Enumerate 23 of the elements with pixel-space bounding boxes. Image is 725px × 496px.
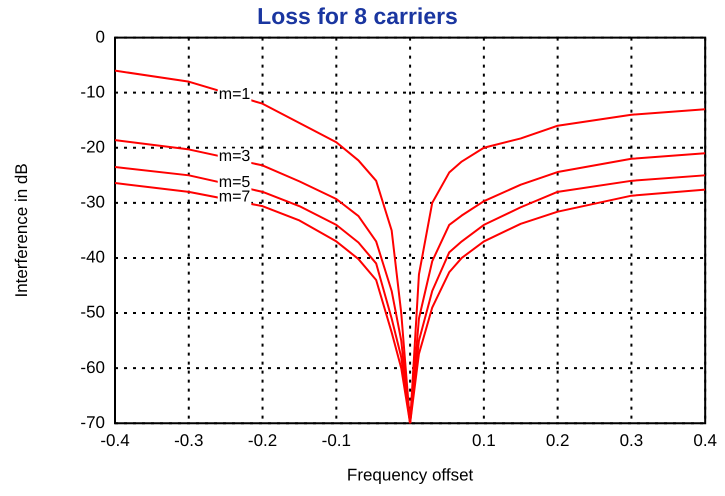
x-tick-label: 0.1: [472, 431, 496, 450]
series-label: m=5: [218, 174, 250, 192]
y-tick-label: -20: [80, 137, 105, 156]
y-tick-label: -10: [80, 82, 105, 102]
y-tick-label: -60: [80, 358, 105, 377]
x-tick-label: 0.4: [693, 431, 718, 450]
x-tick-label: 0.3: [620, 431, 644, 450]
y-tick-label: 0: [96, 27, 105, 46]
y-tick-label: -40: [80, 248, 105, 267]
series-label: m=1: [218, 86, 250, 104]
y-tick-label: -30: [80, 192, 105, 212]
x-axis-title: Frequency offset: [346, 465, 474, 484]
y-axis-title: Interference in dB: [12, 163, 31, 298]
series-label: m=7: [218, 188, 250, 206]
series-label: m=3: [218, 148, 250, 165]
x-tick-label: -0.2: [248, 431, 278, 450]
x-tick-label: 0.2: [546, 431, 570, 450]
x-tick-label: -0.1: [322, 431, 351, 450]
x-tick-label: -0.3: [174, 431, 204, 450]
x-tick-label: -0.4: [100, 431, 130, 450]
y-tick-label: -50: [80, 302, 105, 322]
chart-title: Loss for 8 carriers: [257, 3, 458, 30]
y-tick-label: -70: [80, 412, 105, 432]
